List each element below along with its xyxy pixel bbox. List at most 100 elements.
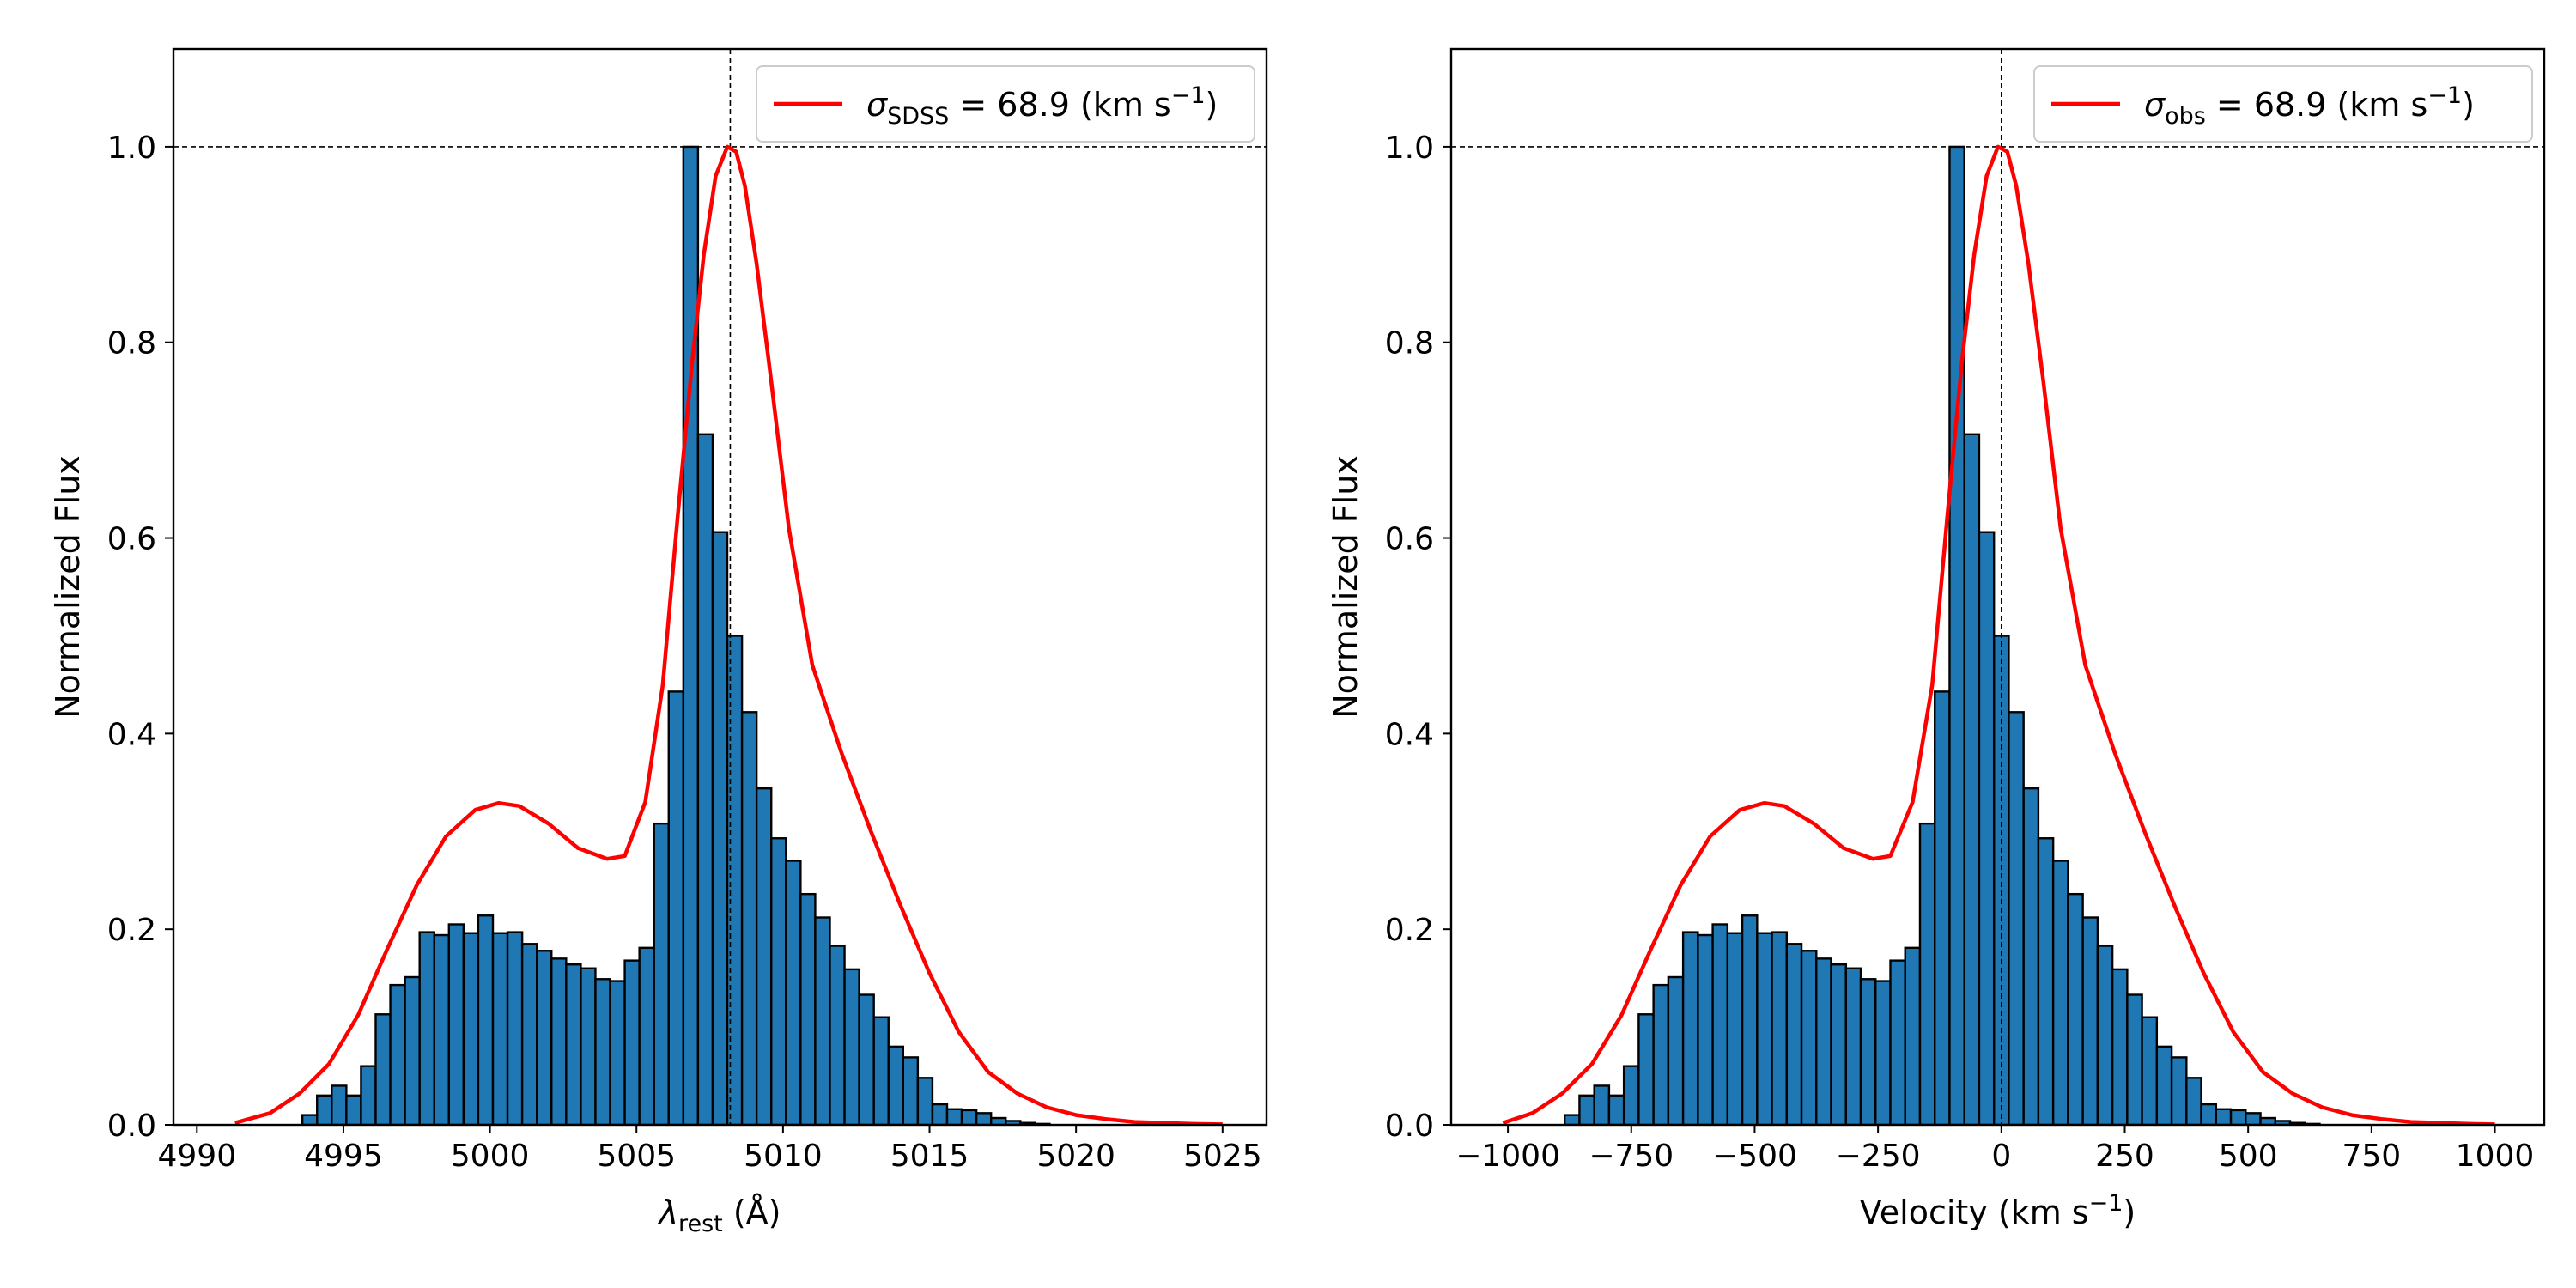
left-bar <box>331 1084 348 1125</box>
right-bar <box>2067 892 2084 1125</box>
left-x-tick-label: 5025 <box>1183 1139 1262 1174</box>
left-chart: 4990 4995 5000 5005 5010 5015 5020 5025 0.0 0.2 0.… <box>49 47 1268 1237</box>
right-bar <box>1741 914 1759 1125</box>
left-bar <box>653 822 670 1125</box>
right-bar <box>2229 1109 2247 1125</box>
right-x-tick-label: −750 <box>1589 1139 1674 1174</box>
right-chart: −1000 −750 −500 −250 0 250 500 750 1000 0.0 0.2 0.4… <box>1327 47 2546 1231</box>
right-legend-label: σobs = 68.9 (km s−1) <box>2144 82 2475 130</box>
right-x-tick-label: 750 <box>2342 1139 2401 1174</box>
left-bar <box>609 980 626 1125</box>
right-bar <box>1726 932 1744 1125</box>
right-bar <box>1697 933 1714 1125</box>
left-bar <box>814 916 831 1125</box>
right-plot-frame <box>1449 47 2546 1127</box>
left-bar <box>389 983 406 1125</box>
left-fit-curve <box>234 144 1223 1125</box>
left-bar <box>711 531 729 1125</box>
left-bar <box>580 967 597 1125</box>
right-legend-box <box>2033 65 2533 143</box>
left-bar <box>345 1094 362 1125</box>
right-bar <box>1785 943 1803 1125</box>
right-bar <box>1593 1084 1611 1125</box>
left-bar <box>594 978 611 1125</box>
right-bar <box>1889 959 1906 1125</box>
right-legend: σobs = 68.9 (km s−1) <box>2033 65 2533 143</box>
left-plot-frame <box>172 47 1268 1127</box>
right-y-tick-label: 0.8 <box>1385 326 1434 361</box>
left-bar <box>975 1112 993 1125</box>
left-bar <box>550 957 568 1125</box>
left-bar <box>829 945 846 1125</box>
right-bar <box>1830 963 1847 1125</box>
left-bar <box>960 1109 978 1125</box>
right-bar <box>2126 993 2143 1125</box>
left-bar <box>535 950 553 1125</box>
right-bar <box>1711 923 1729 1125</box>
right-bar <box>1622 1065 1640 1125</box>
left-bar <box>916 1077 934 1125</box>
right-bar <box>2170 1056 2188 1125</box>
left-bar <box>858 993 875 1125</box>
right-bar <box>1756 932 1773 1125</box>
left-bar <box>374 1013 392 1125</box>
left-bar <box>433 933 451 1125</box>
right-x-tick-label: 500 <box>2219 1139 2278 1174</box>
left-y-tick-label: 0.0 <box>107 1109 156 1144</box>
left-legend-label: σSDSS = 68.9 (km s−1) <box>866 82 1218 130</box>
left-bar <box>404 975 421 1125</box>
right-bar <box>2215 1108 2233 1125</box>
left-bar <box>785 860 802 1125</box>
left-bar <box>667 690 685 1125</box>
left-bar <box>477 914 495 1125</box>
right-bar <box>1578 1094 1595 1125</box>
left-bar <box>506 931 524 1125</box>
left-bar <box>902 1056 920 1125</box>
left-bar <box>638 946 655 1125</box>
right-y-tick-label: 1.0 <box>1385 131 1434 166</box>
right-y-tick-label: 0.0 <box>1385 1109 1434 1144</box>
right-bar <box>1874 980 1892 1125</box>
right-x-tick-label: 1000 <box>2456 1139 2535 1174</box>
left-bar <box>799 892 817 1125</box>
left-x-tick-label: 5015 <box>890 1139 969 1174</box>
right-bar <box>2141 1016 2159 1125</box>
left-y-tick-label: 1.0 <box>107 131 156 166</box>
left-x-tick-label: 4990 <box>157 1139 236 1174</box>
left-x-tick-label: 5005 <box>597 1139 676 1174</box>
right-bar <box>1563 1114 1581 1125</box>
left-y-axis-label: Normalized Flux <box>49 455 87 719</box>
right-x-tick-label: −500 <box>1712 1139 1797 1174</box>
left-bar <box>726 635 744 1125</box>
left-bar <box>755 787 773 1125</box>
left-legend: σSDSS = 68.9 (km s−1) <box>756 65 1255 143</box>
left-y-tick-label: 0.2 <box>107 913 156 948</box>
right-bar <box>1800 950 1818 1125</box>
right-bar <box>1948 145 1965 1125</box>
right-bar <box>1859 978 1877 1125</box>
right-x-tick-label: −1000 <box>1455 1139 1560 1174</box>
left-bar <box>931 1103 949 1125</box>
right-bar <box>1978 531 1996 1125</box>
right-bar <box>1681 931 1699 1125</box>
left-bar <box>301 1114 319 1125</box>
right-bar <box>2008 711 2025 1125</box>
right-x-tick-label: 250 <box>2095 1139 2154 1174</box>
right-fit-curve <box>1502 144 2495 1125</box>
right-bar <box>1934 690 1951 1125</box>
left-bar <box>360 1065 377 1125</box>
right-bar <box>2037 837 2055 1125</box>
right-bar <box>1637 1013 1655 1125</box>
left-x-tick-label: 5020 <box>1036 1139 1115 1174</box>
right-bar <box>2096 945 2114 1125</box>
right-bars <box>1563 145 2321 1125</box>
left-bar <box>843 968 860 1125</box>
right-x-axis-label: Velocity (km s−1) <box>1860 1190 2136 1231</box>
right-bar <box>2155 1045 2173 1125</box>
right-bar <box>1963 433 1981 1125</box>
left-bar <box>491 932 509 1125</box>
left-y-tick-label: 0.4 <box>107 717 156 752</box>
left-x-tick-label: 5010 <box>744 1139 823 1174</box>
left-bar <box>316 1094 333 1125</box>
right-bar <box>2200 1103 2218 1125</box>
